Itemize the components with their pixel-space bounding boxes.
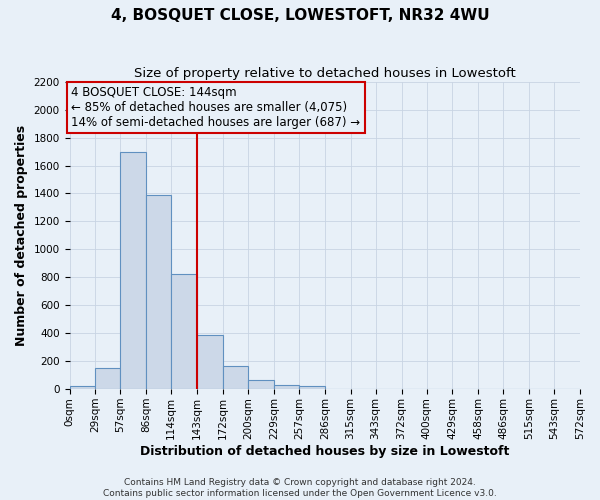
- Text: 4 BOSQUET CLOSE: 144sqm
← 85% of detached houses are smaller (4,075)
14% of semi: 4 BOSQUET CLOSE: 144sqm ← 85% of detache…: [71, 86, 361, 130]
- Bar: [274, 385, 299, 389]
- Bar: [223, 366, 248, 389]
- Bar: [299, 386, 325, 389]
- Text: 4, BOSQUET CLOSE, LOWESTOFT, NR32 4WU: 4, BOSQUET CLOSE, LOWESTOFT, NR32 4WU: [110, 8, 490, 22]
- Bar: [121, 152, 146, 389]
- Bar: [95, 368, 121, 389]
- Title: Size of property relative to detached houses in Lowestoft: Size of property relative to detached ho…: [134, 68, 515, 80]
- Bar: [171, 274, 197, 389]
- Text: Contains HM Land Registry data © Crown copyright and database right 2024.
Contai: Contains HM Land Registry data © Crown c…: [103, 478, 497, 498]
- Bar: [248, 380, 274, 389]
- Bar: [146, 195, 171, 389]
- Y-axis label: Number of detached properties: Number of detached properties: [15, 125, 28, 346]
- X-axis label: Distribution of detached houses by size in Lowestoft: Distribution of detached houses by size …: [140, 444, 509, 458]
- Bar: [197, 334, 223, 389]
- Bar: [70, 386, 95, 389]
